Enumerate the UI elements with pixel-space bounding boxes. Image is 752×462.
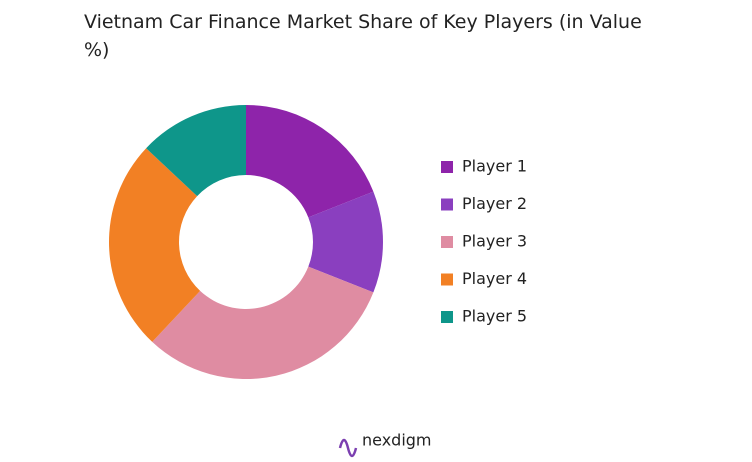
legend-swatch: [441, 273, 453, 286]
watermark-logo: [338, 438, 358, 458]
slice: [152, 266, 374, 379]
legend-label: Player 5: [462, 307, 527, 326]
slice: [308, 191, 383, 293]
legend-swatch: [441, 161, 453, 173]
legend-label: Player 3: [462, 232, 527, 251]
slice: [146, 105, 246, 197]
slice: [108, 148, 201, 342]
watermark-text: nexdigm: [362, 431, 432, 450]
watermark: nexdigm: [338, 431, 432, 458]
slice: [246, 105, 374, 218]
legend-swatch: [441, 236, 453, 248]
legend-label: Player 1: [462, 157, 527, 176]
legend-swatch: [441, 198, 453, 211]
legend-label: Player 2: [462, 194, 527, 213]
legend-swatch: [441, 311, 453, 323]
chart-title: Vietnam Car Finance Market Share of Key …: [84, 11, 642, 61]
legend-label: Player 4: [462, 269, 527, 288]
